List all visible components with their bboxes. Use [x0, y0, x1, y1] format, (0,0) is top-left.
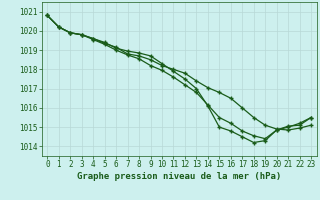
X-axis label: Graphe pression niveau de la mer (hPa): Graphe pression niveau de la mer (hPa) — [77, 172, 281, 181]
